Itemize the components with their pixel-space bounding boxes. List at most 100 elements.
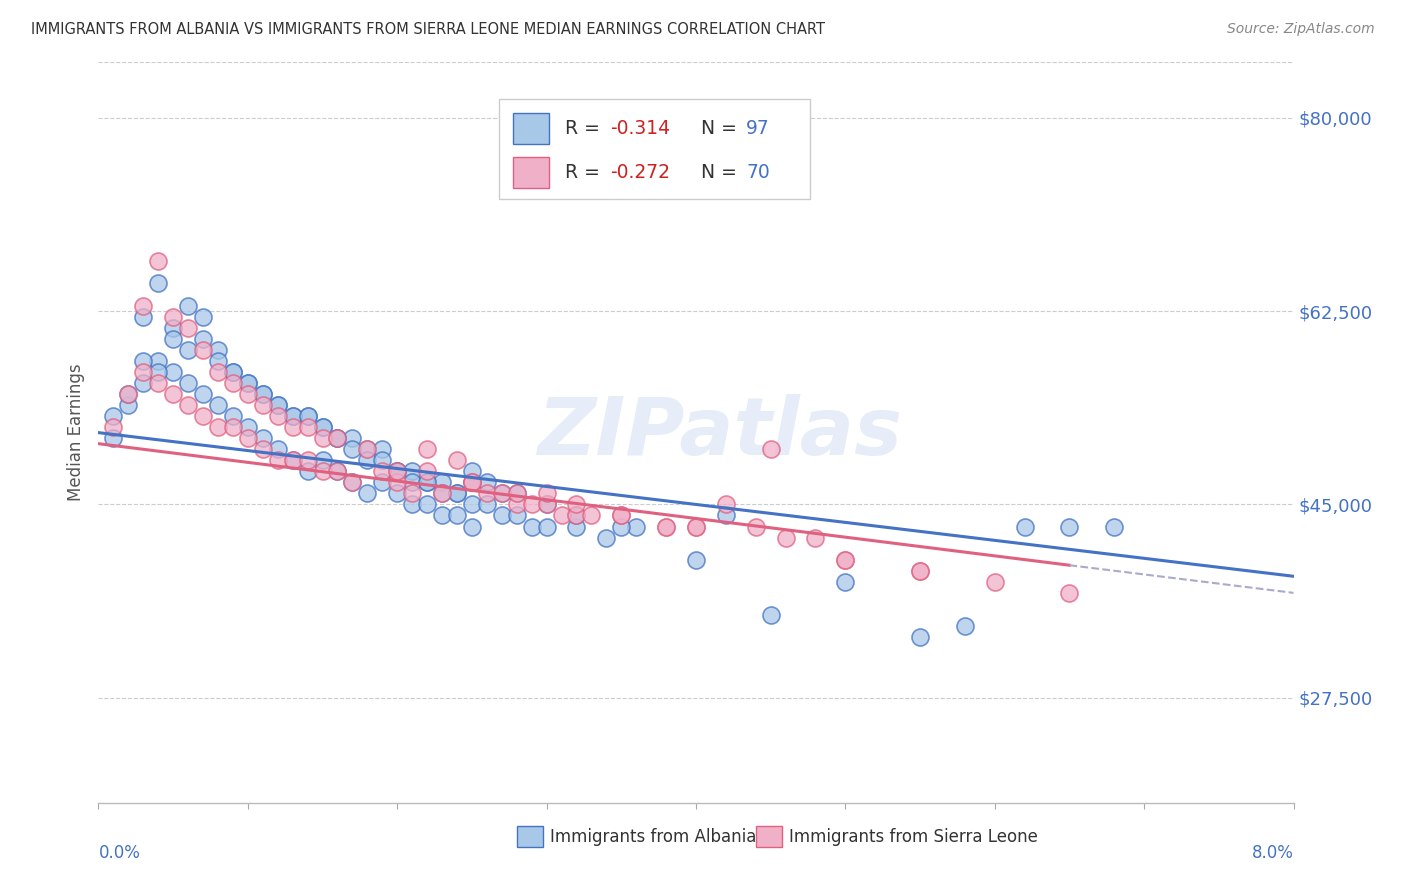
Point [371, 453, 394, 467]
Point [416, 464, 439, 478]
Point [148, 277, 170, 291]
Point [491, 486, 513, 500]
FancyBboxPatch shape [513, 112, 548, 144]
Point [267, 442, 290, 457]
Point [356, 486, 378, 500]
Point [655, 519, 678, 533]
Point [581, 508, 603, 523]
Point [520, 519, 543, 533]
Point [430, 486, 453, 500]
Point [430, 486, 453, 500]
Point [191, 409, 214, 423]
Text: IMMIGRANTS FROM ALBANIA VS IMMIGRANTS FROM SIERRA LEONE MEDIAN EARNINGS CORRELAT: IMMIGRANTS FROM ALBANIA VS IMMIGRANTS FR… [31, 22, 825, 37]
Point [236, 420, 259, 434]
Point [297, 464, 319, 478]
Point [326, 431, 349, 445]
Point [550, 508, 572, 523]
Point [385, 464, 409, 478]
Point [371, 464, 394, 478]
Point [252, 442, 274, 457]
Point [416, 475, 439, 490]
Point [610, 508, 633, 523]
Point [281, 453, 304, 467]
Point [506, 498, 529, 512]
Point [207, 420, 229, 434]
Text: Immigrants from Sierra Leone: Immigrants from Sierra Leone [789, 828, 1038, 846]
Y-axis label: Median Earnings: Median Earnings [66, 364, 84, 501]
Point [446, 486, 468, 500]
Point [132, 299, 155, 313]
Point [401, 464, 423, 478]
Point [267, 398, 290, 412]
Point [311, 453, 333, 467]
Point [759, 442, 782, 457]
Point [236, 431, 259, 445]
Point [565, 498, 588, 512]
Point [714, 498, 737, 512]
Point [610, 508, 633, 523]
Point [475, 475, 498, 490]
Point [506, 508, 529, 523]
Point [461, 475, 484, 490]
Text: N =: N = [689, 119, 742, 138]
Point [311, 431, 333, 445]
Point [565, 508, 588, 523]
Point [385, 475, 409, 490]
Point [148, 365, 170, 379]
Point [342, 475, 364, 490]
Point [984, 574, 1007, 589]
Point [117, 398, 139, 412]
Point [148, 254, 170, 268]
Point [908, 630, 931, 644]
Point [267, 453, 290, 467]
Point [461, 519, 484, 533]
Point [506, 486, 529, 500]
Point [162, 320, 184, 334]
Point [297, 453, 319, 467]
Point [804, 531, 827, 545]
Point [685, 519, 707, 533]
Point [177, 299, 200, 313]
Point [132, 310, 155, 324]
Text: N =: N = [689, 163, 742, 182]
Point [162, 387, 184, 401]
Point [385, 464, 409, 478]
Point [177, 343, 200, 357]
Point [491, 508, 513, 523]
Point [236, 376, 259, 390]
Point [103, 409, 125, 423]
Point [222, 376, 245, 390]
Text: 97: 97 [747, 119, 770, 138]
Point [565, 508, 588, 523]
Point [685, 552, 707, 566]
Point [461, 475, 484, 490]
Point [191, 332, 214, 346]
Point [491, 486, 513, 500]
Point [1059, 519, 1081, 533]
Point [475, 486, 498, 500]
Point [297, 409, 319, 423]
Point [191, 387, 214, 401]
Point [714, 508, 737, 523]
Point [281, 409, 304, 423]
Point [148, 353, 170, 368]
Point [207, 353, 229, 368]
Point [222, 420, 245, 434]
Point [281, 453, 304, 467]
Point [834, 552, 856, 566]
Point [536, 519, 558, 533]
Point [297, 420, 319, 434]
Point [356, 453, 378, 467]
Point [1104, 519, 1126, 533]
Point [267, 409, 290, 423]
Point [191, 343, 214, 357]
Point [745, 519, 768, 533]
Point [297, 409, 319, 423]
Point [430, 475, 453, 490]
Point [103, 420, 125, 434]
Point [326, 431, 349, 445]
Point [401, 475, 423, 490]
Text: -0.272: -0.272 [610, 163, 669, 182]
Point [401, 486, 423, 500]
Point [252, 398, 274, 412]
